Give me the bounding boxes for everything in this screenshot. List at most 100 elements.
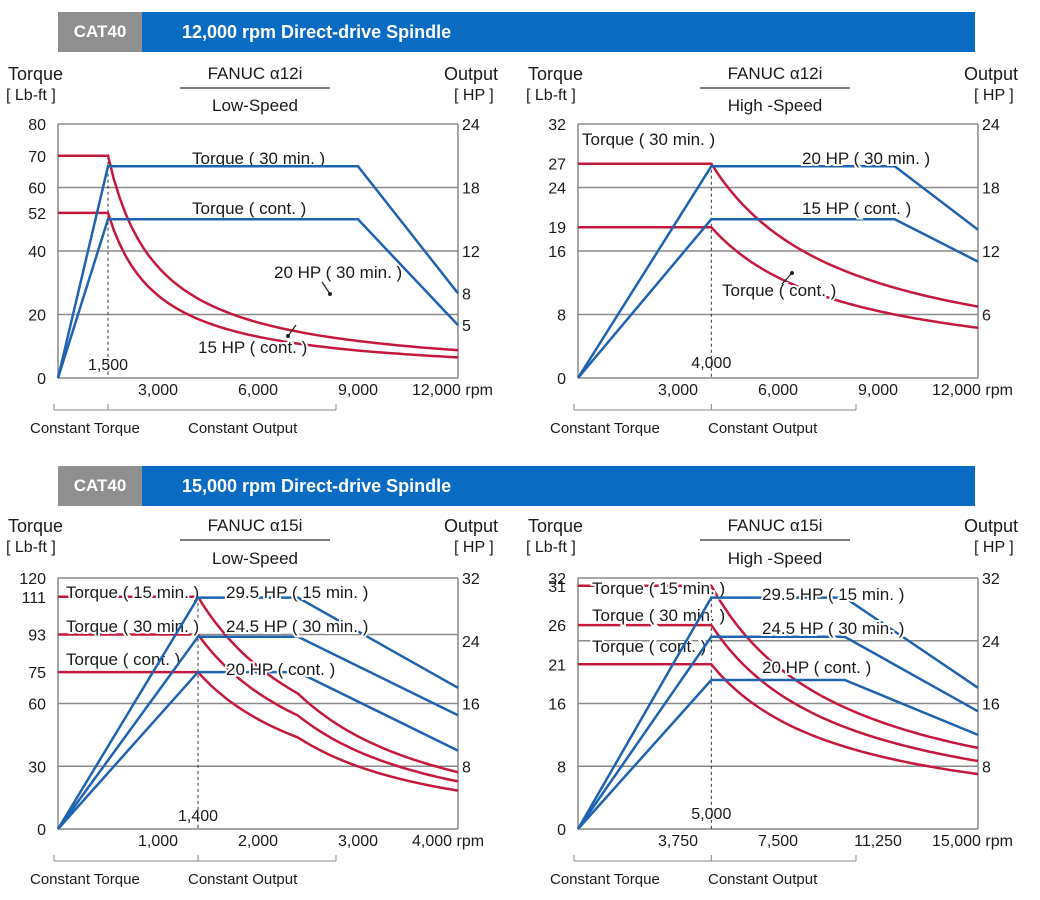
- torque-tick-label: 0: [37, 371, 46, 388]
- constant-torque-region-label: Constant Torque: [30, 871, 140, 888]
- output-tick-label: 18: [982, 181, 1000, 198]
- constant-torque-region-label: Constant Torque: [550, 871, 660, 888]
- series-label: Torque ( 30 min. ): [66, 617, 199, 636]
- section-title: 15,000 rpm Direct-drive Spindle: [142, 466, 975, 506]
- output-tick-label: 24: [982, 634, 1000, 651]
- torque-curve: [578, 663, 979, 776]
- leader-arrow: [287, 324, 297, 337]
- series-label: Torque ( 30 min. ): [592, 606, 725, 625]
- output-axis-title: Output: [444, 64, 498, 84]
- torque-tick-label: 31: [548, 579, 566, 596]
- speed-mode-label: High -Speed: [728, 549, 823, 568]
- chart-alpha12-high-speed: Torque [ Lb-ft ] Output [ HP ] FANUC α12i Hig…: [526, 64, 1018, 437]
- output-tick-label: 24: [462, 117, 480, 134]
- output-tick-label: 8: [462, 759, 471, 776]
- rpm-tick-label: 9,000: [338, 382, 378, 399]
- torque-curve: [58, 633, 459, 783]
- output-tick-label: 12: [462, 244, 480, 261]
- series-label: 15 HP ( cont. ): [802, 199, 911, 218]
- output-tick-label: 12: [982, 244, 1000, 261]
- section-title: 12,000 rpm Direct-drive Spindle: [142, 12, 975, 52]
- leader-arrow-head: [790, 271, 794, 275]
- output-tick-label: 24: [982, 117, 1000, 134]
- series-label: 20 HP ( 30 min. ): [274, 263, 402, 282]
- torque-tick-label: 70: [28, 149, 46, 166]
- output-curve: [56, 165, 459, 379]
- rpm-tick-label: 3,750: [658, 833, 698, 850]
- output-curve: [56, 218, 459, 379]
- leader-arrow-head: [328, 292, 332, 296]
- torque-tick-label: 80: [28, 117, 46, 134]
- output-curve: [56, 635, 459, 830]
- output-curve: [577, 218, 979, 379]
- constant-torque-region-label: Constant Torque: [30, 420, 140, 437]
- base-speed-label: 1,500: [88, 357, 128, 374]
- torque-tick-label: 60: [28, 697, 46, 714]
- rpm-tick-label: 3,000: [658, 382, 698, 399]
- torque-tick-label: 0: [557, 371, 566, 388]
- torque-tick-label: 52: [28, 206, 46, 223]
- torque-tick-label: 32: [548, 571, 566, 588]
- output-curve: [577, 678, 979, 830]
- torque-curve: [578, 623, 979, 763]
- output-curve: [56, 596, 459, 830]
- torque-tick-label: 16: [548, 244, 566, 261]
- torque-tick-label: 8: [557, 308, 566, 325]
- leader-arrow-head: [286, 334, 290, 338]
- torque-curve: [58, 670, 459, 792]
- torque-axis-title: Torque: [528, 516, 583, 536]
- speed-mode-label: Low-Speed: [212, 549, 298, 568]
- spindle-taper-tag: CAT40: [58, 466, 142, 506]
- series-label: 15 HP ( cont. ): [198, 338, 307, 357]
- torque-curve: [578, 584, 979, 750]
- output-tick-label: 32: [982, 571, 1000, 588]
- torque-tick-label: 93: [28, 627, 46, 644]
- output-axis-unit: [ HP ]: [974, 539, 1014, 556]
- torque-curve: [578, 162, 979, 308]
- rpm-tick-label: 9,000: [858, 382, 898, 399]
- series-label: 24.5 HP ( 30 min. ): [762, 619, 904, 638]
- output-axis-unit: [ HP ]: [454, 539, 494, 556]
- motor-model-label: FANUC α12i: [728, 64, 823, 83]
- leader-arrow: [781, 272, 793, 285]
- output-tick-label: 16: [982, 697, 1000, 714]
- rpm-tick-label: 2,000: [238, 833, 278, 850]
- torque-tick-label: 40: [28, 244, 46, 261]
- torque-tick-label: 30: [28, 759, 46, 776]
- torque-tick-label: 60: [28, 181, 46, 198]
- output-tick-label: 6: [982, 308, 991, 325]
- rpm-tick-label: 11,250: [854, 833, 902, 850]
- torque-tick-label: 20: [28, 308, 46, 325]
- output-tick-label: 32: [462, 571, 480, 588]
- series-label: 24.5 HP ( 30 min. ): [226, 617, 368, 636]
- torque-tick-label: 26: [548, 618, 566, 635]
- constant-output-region-label: Constant Output: [708, 871, 818, 888]
- constant-output-region-label: Constant Output: [188, 420, 298, 437]
- constant-torque-region-label: Constant Torque: [550, 420, 660, 437]
- series-label: Torque ( 15 min. ): [592, 579, 725, 598]
- torque-axis-title: Torque: [8, 516, 63, 536]
- output-tick-label: 5: [462, 318, 471, 335]
- rpm-tick-label: 1,000: [138, 833, 178, 850]
- series-label: 20 HP ( cont. ): [226, 660, 335, 679]
- chart-alpha12-low-speed: Torque [ Lb-ft ] Output [ HP ] FANUC α12i Low…: [6, 64, 498, 437]
- torque-axis-title: Torque: [528, 64, 583, 84]
- series-label: 29.5 HP ( 15 min. ): [762, 585, 904, 604]
- output-curve: [576, 165, 979, 379]
- torque-curve: [58, 211, 459, 359]
- torque-tick-label: 120: [19, 571, 46, 588]
- output-axis-unit: [ HP ]: [974, 87, 1014, 104]
- section-header-15000: CAT40 15,000 rpm Direct-drive Spindle: [58, 466, 975, 506]
- output-tick-label: 18: [462, 181, 480, 198]
- series-label: Torque ( cont. ): [192, 199, 306, 218]
- series-label: Torque ( 30 min. ): [192, 149, 325, 168]
- torque-tick-label: 0: [557, 822, 566, 839]
- torque-curve: [58, 595, 459, 774]
- rpm-tick-label: 3,000: [338, 833, 378, 850]
- rpm-tick-label: 6,000: [238, 382, 278, 399]
- output-tick-label: 8: [982, 759, 991, 776]
- torque-tick-label: 111: [22, 590, 46, 607]
- output-curve: [576, 596, 979, 830]
- series-label: 20 HP ( 30 min. ): [802, 149, 930, 168]
- output-tick-label: 24: [462, 634, 480, 651]
